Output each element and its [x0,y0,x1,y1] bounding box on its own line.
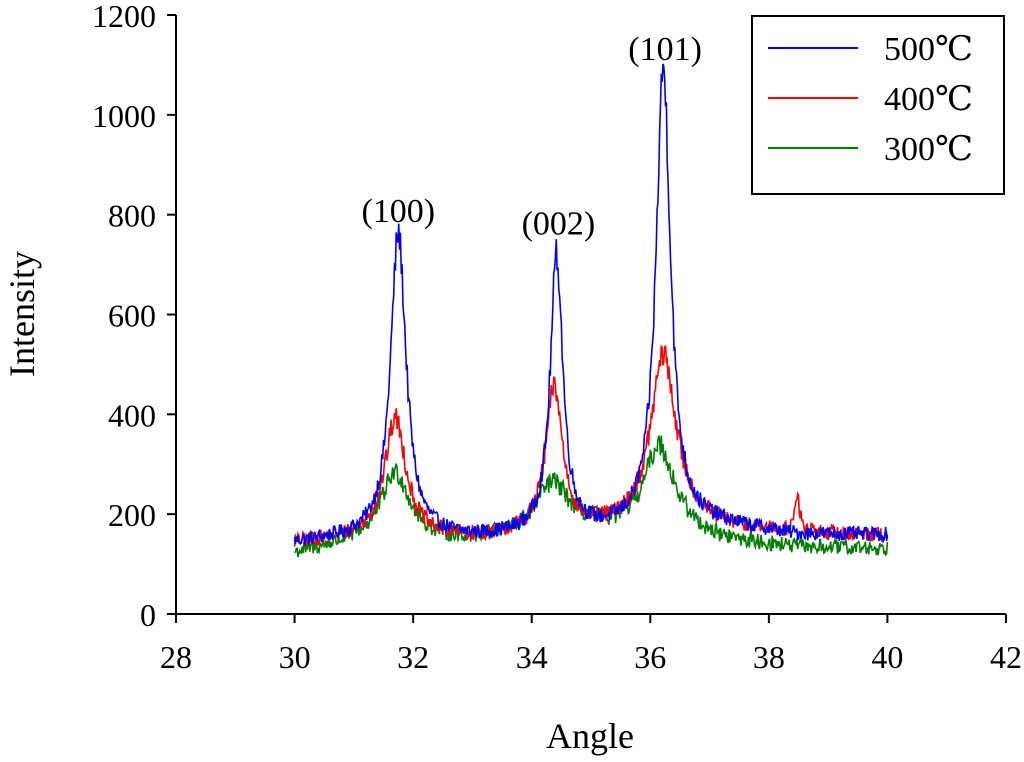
y-tick-label: 800 [108,198,156,234]
y-axis-title: Intensity [2,251,42,377]
y-tick-label: 400 [108,397,156,433]
legend-items: 500℃ 400℃ 300℃ [768,31,973,168]
plot-area: 0 200 400 600 800 1000 1200 28 30 32 34 36 38 40 42 (… [92,0,1022,675]
x-tick-label: 38 [753,639,785,675]
x-tick-label: 34 [516,639,548,675]
legend-box [751,15,1005,195]
y-tick-label: 1000 [92,98,156,134]
legend-label: 300℃ [884,131,973,168]
y-tick-label: 1200 [92,0,156,34]
x-tick-label: 30 [279,639,311,675]
x-tick-label: 32 [397,639,429,675]
x-tick-label: 42 [990,639,1022,675]
legend: 500℃ 400℃ 300℃ [751,15,1005,195]
y-tick-label: 600 [108,298,156,334]
peak-label: (100) [361,193,435,230]
peak-label: (002) [522,206,596,243]
legend-label: 400℃ [884,81,973,118]
x-tick-label: 36 [634,639,666,675]
series-group [293,63,889,558]
y-tick-label: 0 [140,597,156,633]
x-axis-title: Angle [546,716,634,756]
legend-label: 500℃ [884,31,973,68]
series-line-500℃ [293,63,889,546]
y-ticks: 0 200 400 600 800 1000 1200 [92,0,176,633]
peak-annotations: (100) (002) (101) [361,31,701,243]
x-ticks: 28 30 32 34 36 38 40 42 [160,614,1022,675]
y-tick-label: 200 [108,497,156,533]
peak-label: (101) [628,31,702,68]
x-tick-label: 28 [160,639,192,675]
x-tick-label: 40 [871,639,903,675]
